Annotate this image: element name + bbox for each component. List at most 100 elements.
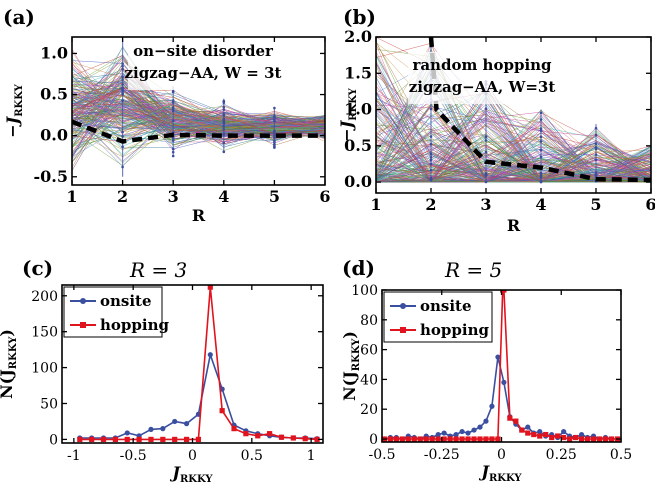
y-axis-label: N(JRKKY) bbox=[0, 329, 19, 399]
point-onsite bbox=[477, 424, 483, 430]
panel-title-c: R = 3 bbox=[129, 258, 187, 282]
point-hopping bbox=[399, 436, 405, 442]
point-hopping bbox=[207, 285, 213, 290]
x-tick-label: -0.5 bbox=[369, 447, 396, 463]
realization-line bbox=[376, 141, 651, 183]
point-hopping bbox=[435, 436, 441, 442]
y-tick-label: 60 bbox=[360, 343, 378, 359]
point-hopping bbox=[602, 436, 609, 442]
realization-line bbox=[376, 91, 651, 183]
realization-line bbox=[376, 100, 651, 181]
realization-line bbox=[72, 102, 325, 147]
plot-area-a bbox=[72, 37, 325, 177]
realization-line bbox=[72, 95, 325, 135]
panel-title-d: R = 5 bbox=[444, 258, 502, 282]
plot-frame bbox=[375, 36, 652, 194]
realization-line bbox=[376, 103, 651, 181]
point-onsite bbox=[453, 431, 459, 438]
panel-b-chart: random hopping zigzag−AA, W=3t 1 2 3 4 5 6 0.0 0.… bbox=[337, 27, 655, 235]
x-tick-label: 0.25 bbox=[546, 447, 577, 463]
point-hopping bbox=[459, 436, 465, 442]
realization-line bbox=[376, 146, 651, 183]
realization-line bbox=[376, 145, 651, 183]
panel-letter-d: (d) bbox=[342, 256, 375, 280]
panel-letter-b: (b) bbox=[343, 5, 376, 29]
point-hopping bbox=[302, 436, 308, 442]
point-hopping bbox=[495, 436, 501, 442]
y-tick-label: -0.5 bbox=[34, 167, 68, 186]
point-hopping bbox=[501, 290, 507, 293]
annotation-line: random hopping bbox=[412, 56, 552, 74]
x-axis-label: R bbox=[192, 206, 206, 225]
y-tick-label: 2.0 bbox=[344, 27, 372, 46]
point-hopping bbox=[447, 436, 453, 442]
x-tick-label: 4 bbox=[218, 187, 229, 206]
realization-line bbox=[376, 154, 651, 182]
point-hopping bbox=[183, 436, 190, 443]
realization-line bbox=[376, 115, 651, 183]
point-hopping bbox=[393, 436, 399, 442]
y-axis-label: −JRKKY bbox=[3, 83, 25, 137]
plot-area-b bbox=[376, 37, 651, 184]
point-hopping bbox=[255, 433, 261, 439]
x-tick-label: 5 bbox=[269, 187, 280, 206]
y-tick-label: 0.0 bbox=[40, 126, 68, 145]
x-tick-label: 2 bbox=[425, 195, 436, 214]
x-axis-label: JRKKY bbox=[169, 463, 213, 485]
legend-label-hopping: hopping bbox=[420, 321, 489, 339]
series-line-onsite bbox=[79, 351, 318, 440]
y-tick-label: 100 bbox=[351, 283, 378, 299]
point-hopping bbox=[195, 436, 202, 443]
annotation-box bbox=[408, 52, 556, 104]
x-tick-label: 6 bbox=[645, 195, 655, 214]
legend-label-onsite: onsite bbox=[420, 297, 472, 315]
point-onsite bbox=[489, 403, 495, 409]
point-hopping bbox=[429, 436, 435, 442]
realization-line bbox=[72, 82, 325, 135]
point-onsite bbox=[172, 418, 178, 425]
y-tick-label: 1.0 bbox=[344, 100, 372, 119]
point-hopping bbox=[243, 431, 249, 437]
point-hopping bbox=[160, 436, 166, 443]
x-tick-label: 1 bbox=[307, 448, 316, 464]
point-hopping bbox=[172, 436, 178, 443]
point-onsite bbox=[537, 428, 543, 435]
point-hopping bbox=[572, 434, 579, 441]
point-hopping bbox=[124, 436, 130, 443]
point-hopping bbox=[112, 436, 118, 443]
x-tick-label: 0.5 bbox=[241, 448, 263, 464]
realization-line bbox=[376, 98, 651, 171]
x-tick-label: 0 bbox=[497, 447, 506, 463]
point-hopping bbox=[537, 433, 543, 439]
point-hopping bbox=[471, 436, 477, 442]
y-tick-label: 0.5 bbox=[40, 85, 68, 104]
x-tick-label: -0.5 bbox=[120, 448, 147, 464]
point-onsite bbox=[465, 430, 471, 436]
y-axis-label: N(JRKKY) bbox=[340, 331, 362, 401]
y-tick-label: 0.5 bbox=[344, 136, 372, 155]
annotation-line: zigzag−AA, W=3t bbox=[409, 78, 556, 96]
point-onsite bbox=[501, 379, 507, 385]
y-tick-label: 80 bbox=[360, 313, 378, 329]
point-hopping bbox=[507, 415, 513, 421]
legend-swatch-marker bbox=[400, 303, 406, 309]
panel-c-chart: onsite hopping -1 -0.5 0 0.5 1 0 50 100 150 200 JRKK… bbox=[0, 284, 324, 485]
annotation-line: zigzag−AA, W = 3t bbox=[125, 64, 282, 82]
realization-line bbox=[376, 77, 651, 183]
point-onsite bbox=[471, 427, 477, 433]
x-tick-label: 2 bbox=[117, 187, 128, 206]
x-tick-label: 3 bbox=[168, 187, 179, 206]
realization-line bbox=[72, 113, 325, 158]
point-onsite bbox=[459, 428, 465, 435]
realization-line bbox=[376, 118, 651, 183]
point-hopping bbox=[608, 436, 615, 442]
realization-line bbox=[72, 103, 325, 128]
point-onsite bbox=[483, 418, 489, 424]
x-tick-label: 4 bbox=[535, 195, 546, 214]
plot-area-c bbox=[77, 285, 320, 443]
realization-line bbox=[72, 47, 325, 126]
point-hopping bbox=[584, 436, 591, 442]
realization-line bbox=[72, 88, 325, 141]
point-onsite bbox=[124, 430, 130, 436]
point-hopping bbox=[387, 436, 393, 442]
